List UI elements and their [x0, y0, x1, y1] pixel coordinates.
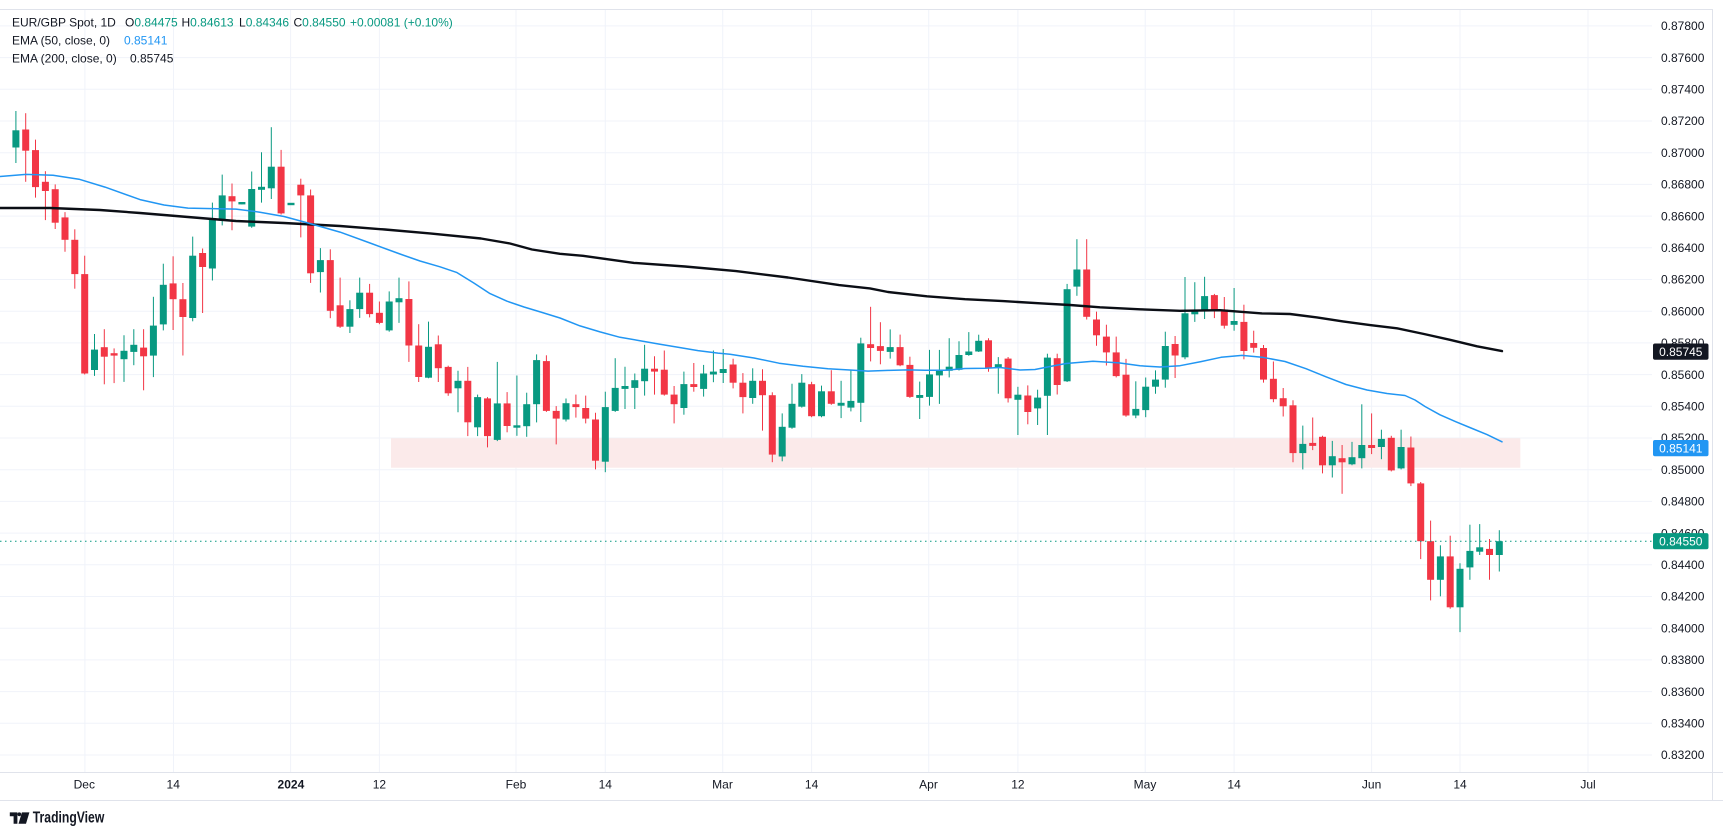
svg-text:0.84000: 0.84000 [1661, 621, 1705, 635]
svg-text:C0.84550: C0.84550 [294, 15, 346, 29]
svg-text:0.84200: 0.84200 [1661, 590, 1705, 604]
svg-text:0.87400: 0.87400 [1661, 83, 1705, 97]
svg-text:0.86400: 0.86400 [1661, 241, 1705, 255]
svg-text:14: 14 [1453, 778, 1467, 792]
svg-text:12: 12 [1011, 778, 1025, 792]
svg-text:EMA (50, close, 0): EMA (50, close, 0) [12, 33, 110, 47]
svg-text:0.83400: 0.83400 [1661, 717, 1705, 731]
svg-text:0.85141: 0.85141 [1659, 441, 1703, 455]
svg-text:TradingView: TradingView [33, 810, 105, 827]
svg-text:12: 12 [373, 778, 387, 792]
svg-text:0.83600: 0.83600 [1661, 685, 1705, 699]
svg-text:0.83800: 0.83800 [1661, 653, 1705, 667]
svg-text:0.86600: 0.86600 [1661, 209, 1705, 223]
svg-text:0.86800: 0.86800 [1661, 178, 1705, 192]
svg-text:0.85600: 0.85600 [1661, 368, 1705, 382]
svg-text:0.87200: 0.87200 [1661, 114, 1705, 128]
svg-text:Apr: Apr [919, 778, 938, 792]
svg-text:0.85000: 0.85000 [1661, 463, 1705, 477]
svg-text:2024: 2024 [278, 778, 305, 792]
svg-text:0.86200: 0.86200 [1661, 273, 1705, 287]
svg-text:0.83200: 0.83200 [1661, 748, 1705, 762]
svg-text:14: 14 [805, 778, 819, 792]
svg-text:0.86000: 0.86000 [1661, 304, 1705, 318]
svg-text:Jun: Jun [1362, 778, 1381, 792]
svg-text:0.85745: 0.85745 [130, 51, 174, 65]
svg-text:0.87800: 0.87800 [1661, 19, 1705, 33]
svg-text:0.84550: 0.84550 [1659, 534, 1703, 548]
svg-text:14: 14 [167, 778, 181, 792]
svg-text:0.84400: 0.84400 [1661, 558, 1705, 572]
svg-text:+0.00081 (+0.10%): +0.00081 (+0.10%) [350, 15, 453, 29]
svg-text:0.85745: 0.85745 [1659, 345, 1703, 359]
svg-text:Dec: Dec [74, 778, 95, 792]
svg-text:14: 14 [599, 778, 613, 792]
svg-text:H0.84613: H0.84613 [182, 15, 234, 29]
svg-text:0.85141: 0.85141 [124, 33, 168, 47]
svg-text:L0.84346: L0.84346 [239, 15, 289, 29]
svg-text:EUR/GBP Spot, 1D: EUR/GBP Spot, 1D [12, 15, 116, 29]
svg-text:0.84800: 0.84800 [1661, 495, 1705, 509]
svg-text:O0.84475: O0.84475 [125, 15, 178, 29]
svg-text:Mar: Mar [712, 778, 733, 792]
svg-text:0.87600: 0.87600 [1661, 51, 1705, 65]
svg-text:Feb: Feb [506, 778, 527, 792]
svg-text:0.87000: 0.87000 [1661, 146, 1705, 160]
svg-text:0.85400: 0.85400 [1661, 400, 1705, 414]
svg-text:Jul: Jul [1580, 778, 1595, 792]
svg-text:EMA (200, close, 0): EMA (200, close, 0) [12, 51, 117, 65]
svg-text:May: May [1134, 778, 1157, 792]
svg-text:14: 14 [1227, 778, 1241, 792]
